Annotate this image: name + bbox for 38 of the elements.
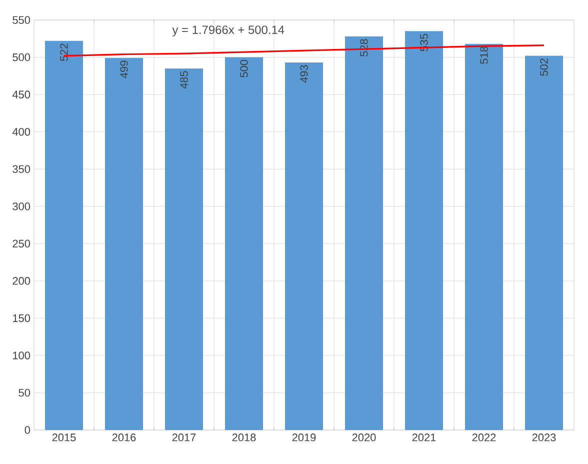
y-tick-label: 300 (12, 202, 30, 210)
y-tick-label: 50 (18, 388, 30, 397)
y-tick-label: 550 (12, 16, 30, 24)
bar (465, 44, 504, 430)
x-tick-label: 2017 (172, 434, 196, 442)
bar (345, 36, 384, 430)
y-tick-label: 400 (12, 128, 30, 136)
data-label: 493 (300, 65, 308, 83)
bar (525, 56, 564, 430)
x-tick-label: 2019 (292, 434, 316, 442)
bar (45, 40, 83, 430)
x-tick-label: 2015 (52, 434, 76, 442)
data-label: 499 (120, 60, 128, 78)
y-tick-label: 500 (12, 53, 30, 62)
bar (285, 62, 324, 430)
y-tick-label: 0 (24, 426, 30, 434)
bar (105, 58, 143, 430)
data-label: 500 (240, 60, 248, 78)
y-tick-label: 250 (12, 240, 30, 248)
x-tick-label: 2021 (412, 434, 436, 442)
x-tick-label: 2016 (112, 434, 136, 442)
y-tick-label: 450 (12, 90, 30, 98)
x-tick-label: 2023 (532, 434, 556, 442)
y-tick-label: 200 (12, 277, 30, 285)
bar (225, 57, 264, 430)
x-tick-label: 2020 (352, 434, 376, 442)
y-tick-label: 350 (12, 165, 30, 173)
annotation: y = 1.7966x + 500.14 (172, 26, 284, 36)
data-label: 522 (60, 44, 68, 61)
x-tick-label: 2022 (472, 434, 496, 442)
y-tick-label: 100 (13, 352, 30, 360)
x-tick-label: 2018 (232, 434, 256, 442)
y-tick-label: 150 (13, 314, 30, 322)
data-label: 502 (540, 58, 548, 76)
data-label: 518 (480, 46, 488, 64)
data-label: 485 (180, 71, 188, 89)
bar (405, 31, 444, 430)
bar (165, 68, 203, 430)
